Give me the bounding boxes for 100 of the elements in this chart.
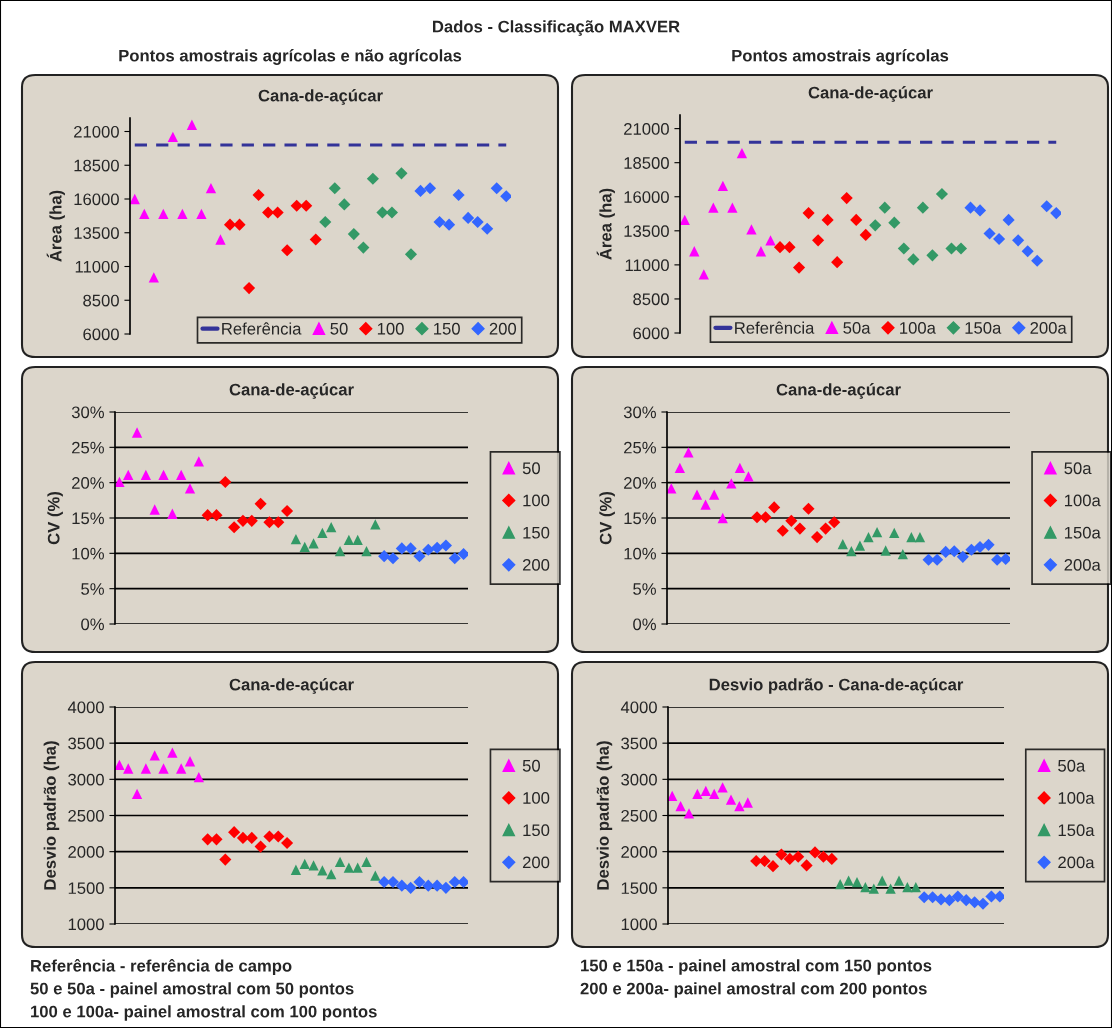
point [115, 759, 125, 771]
point [851, 876, 863, 888]
point [326, 522, 337, 533]
chart-subtitle: Pontos amostrais agrícolas e não agrícolas [119, 49, 462, 65]
point [290, 199, 303, 212]
point [123, 763, 134, 774]
text: 100 e 100a- painel amostral com 100 pontos [31, 1005, 377, 1021]
y-tick-label: 6000 [633, 327, 669, 340]
point [885, 883, 896, 894]
point [149, 750, 160, 761]
point [964, 201, 977, 214]
y-tick-label: 5% [81, 583, 104, 595]
point [439, 539, 452, 552]
point [750, 511, 764, 524]
text: 200 e 200a- painel amostral com 200 pontos [580, 982, 927, 998]
y-tick-label: 25% [624, 441, 656, 454]
legend-label: 200a [1058, 856, 1095, 869]
point [457, 547, 468, 561]
point [837, 539, 848, 550]
y-tick-label: 1000 [621, 918, 657, 931]
point [167, 747, 178, 758]
point [902, 881, 913, 893]
point [755, 246, 767, 257]
y-tick-label: 3500 [621, 737, 657, 750]
point [914, 531, 926, 543]
point [976, 897, 990, 910]
point [934, 893, 948, 906]
point [808, 846, 822, 859]
point [243, 282, 256, 295]
text: Dados - Classificação MAXVER [433, 20, 680, 36]
point [236, 831, 250, 844]
point [742, 797, 753, 808]
legend-label: 50a [1064, 462, 1092, 475]
point [1040, 200, 1053, 213]
point [960, 894, 973, 907]
legend-label: 100 [377, 322, 404, 335]
y-tick-label: 4000 [67, 701, 104, 714]
point [176, 469, 187, 481]
point [431, 879, 444, 892]
point [205, 183, 217, 194]
point [386, 875, 400, 889]
legend-label: 200 [522, 558, 550, 571]
point [910, 881, 921, 893]
point [123, 469, 134, 481]
point [328, 182, 341, 195]
point [954, 242, 968, 255]
y-tick-label: 16000 [624, 191, 669, 203]
point [746, 224, 757, 235]
point [309, 233, 322, 246]
point [352, 862, 363, 873]
point [228, 826, 241, 839]
point [366, 172, 379, 185]
point [766, 860, 780, 873]
point [471, 215, 484, 228]
point [973, 204, 987, 217]
point [395, 167, 408, 180]
point [868, 883, 879, 894]
y-tick-label: 6000 [83, 328, 119, 341]
y-tick-label: 11000 [625, 259, 669, 272]
point [395, 542, 408, 555]
point [700, 785, 711, 797]
point [281, 244, 294, 257]
point [439, 881, 452, 894]
point [334, 546, 346, 557]
point [869, 219, 882, 232]
point [776, 524, 789, 537]
point [395, 879, 408, 892]
y-tick-label: 18500 [624, 157, 669, 169]
point [717, 180, 729, 191]
point [880, 545, 891, 556]
point [817, 850, 830, 863]
point [448, 552, 461, 565]
point [184, 483, 196, 494]
point [361, 546, 372, 557]
point [783, 241, 796, 254]
y-axis-title: CV (%) [599, 491, 615, 545]
point [193, 772, 204, 783]
point [140, 763, 152, 774]
point [131, 427, 143, 438]
y-tick-label: 15% [72, 512, 104, 525]
point [802, 502, 815, 515]
point [906, 531, 917, 543]
point [308, 860, 319, 871]
point [423, 182, 437, 195]
point [785, 514, 798, 527]
text: 150 e 150a - painel amostral com 150 pontos [581, 959, 932, 975]
point [219, 475, 232, 489]
y-tick-label: 2500 [621, 809, 657, 822]
point [252, 188, 265, 201]
legend-label: 200a [1064, 558, 1101, 571]
chart-subtitle: Pontos amostrais agrícolas [732, 49, 949, 65]
point [1021, 245, 1034, 258]
y-tick-label: 2000 [68, 846, 104, 858]
point [768, 501, 781, 514]
point [793, 522, 806, 535]
point [743, 471, 754, 482]
point [290, 534, 302, 545]
legend-label: 50 [522, 759, 541, 772]
y-tick-label: 2500 [68, 809, 104, 822]
point [698, 269, 709, 280]
